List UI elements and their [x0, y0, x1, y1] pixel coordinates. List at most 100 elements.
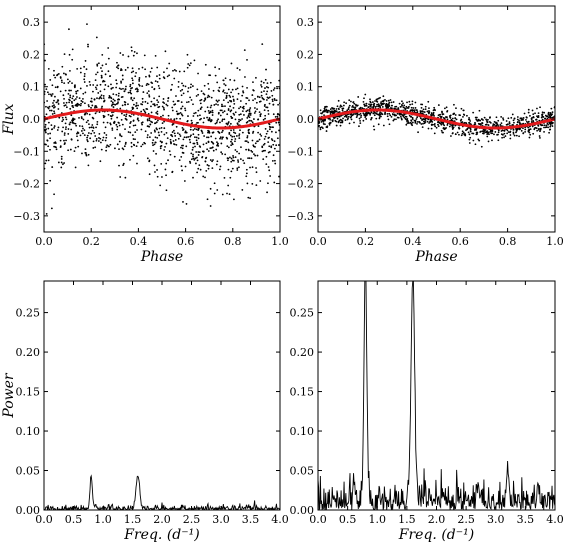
data-point — [63, 104, 66, 107]
data-point — [91, 104, 94, 107]
data-point — [243, 49, 246, 52]
data-point — [100, 97, 103, 100]
data-point — [273, 159, 276, 162]
y-tick-label: 0.1 — [23, 81, 41, 94]
data-point — [469, 128, 472, 131]
data-point — [248, 116, 251, 119]
data-point — [175, 117, 178, 120]
data-point — [501, 136, 504, 139]
data-point — [217, 112, 220, 115]
data-point — [197, 154, 200, 156]
data-point — [204, 97, 207, 100]
data-point — [266, 82, 269, 85]
data-point — [421, 126, 424, 129]
data-point — [182, 92, 185, 95]
data-point — [141, 123, 144, 126]
data-point — [195, 128, 198, 131]
data-point — [263, 98, 265, 101]
data-point — [406, 118, 409, 120]
data-point — [187, 101, 190, 103]
data-point — [163, 149, 166, 151]
data-point — [125, 119, 128, 121]
data-point — [391, 113, 394, 115]
data-point — [181, 151, 184, 154]
data-point — [182, 84, 185, 87]
data-point — [122, 148, 125, 151]
data-point — [542, 116, 545, 118]
data-point — [73, 118, 76, 121]
data-point — [120, 81, 123, 84]
data-point — [518, 135, 520, 138]
data-point — [217, 144, 220, 147]
data-point — [378, 114, 381, 117]
data-point — [247, 149, 250, 152]
x-tick-label: 2.5 — [183, 513, 201, 526]
data-point — [207, 167, 210, 170]
data-point — [352, 108, 354, 111]
y-tick-label: 0.3 — [23, 16, 41, 29]
data-point — [532, 132, 535, 135]
data-point — [122, 164, 125, 167]
data-point — [85, 153, 88, 156]
data-point — [92, 147, 95, 149]
data-point — [193, 112, 196, 115]
data-point — [502, 117, 504, 120]
data-point — [451, 132, 454, 135]
y-tick-label: 0.10 — [16, 425, 41, 438]
data-point — [152, 139, 155, 142]
data-point — [372, 125, 375, 128]
data-point — [348, 99, 351, 102]
data-point — [62, 118, 65, 121]
data-point — [155, 121, 158, 124]
data-point — [440, 129, 443, 132]
data-point — [336, 117, 339, 120]
data-point — [188, 138, 191, 141]
data-point — [141, 66, 144, 69]
data-point — [527, 126, 530, 129]
data-point — [71, 48, 74, 51]
data-point — [399, 115, 402, 118]
y-tick-label: −0.2 — [13, 178, 40, 191]
data-point — [181, 105, 184, 108]
data-point — [199, 107, 202, 110]
data-point — [133, 97, 136, 100]
data-point — [190, 99, 193, 101]
data-point — [352, 106, 355, 109]
data-point — [120, 80, 122, 83]
data-point — [132, 143, 135, 146]
data-point — [172, 140, 175, 142]
data-point — [156, 75, 158, 78]
data-point — [157, 119, 159, 122]
data-point — [138, 80, 141, 82]
data-point — [265, 85, 268, 88]
data-point — [433, 115, 435, 117]
data-point — [117, 121, 120, 124]
power-spectrum-line — [318, 281, 555, 510]
data-point — [193, 158, 196, 161]
data-point — [56, 129, 59, 131]
data-point — [464, 134, 467, 137]
data-point — [230, 91, 232, 94]
x-tick-label: 0.4 — [404, 235, 422, 248]
data-point — [437, 123, 439, 126]
panel-bottom-left: 0.0 0.5 1.0 1.5 2.0 2.5 3.0 3.5 4.00.000.050.100… — [1, 280, 289, 543]
data-point — [206, 106, 209, 109]
data-point — [409, 121, 412, 124]
data-point — [99, 90, 102, 93]
data-point — [460, 134, 463, 137]
data-point — [51, 93, 54, 95]
data-point — [495, 122, 498, 125]
data-point — [231, 159, 234, 162]
data-point — [59, 139, 62, 142]
data-point — [202, 143, 205, 146]
data-point — [189, 162, 192, 164]
data-point — [169, 153, 172, 156]
data-point — [186, 66, 189, 69]
data-point — [487, 140, 490, 143]
data-point — [136, 118, 139, 121]
data-point — [164, 145, 166, 148]
data-point — [79, 71, 82, 74]
data-point — [408, 100, 411, 103]
data-point — [197, 121, 199, 124]
data-point — [189, 96, 192, 99]
